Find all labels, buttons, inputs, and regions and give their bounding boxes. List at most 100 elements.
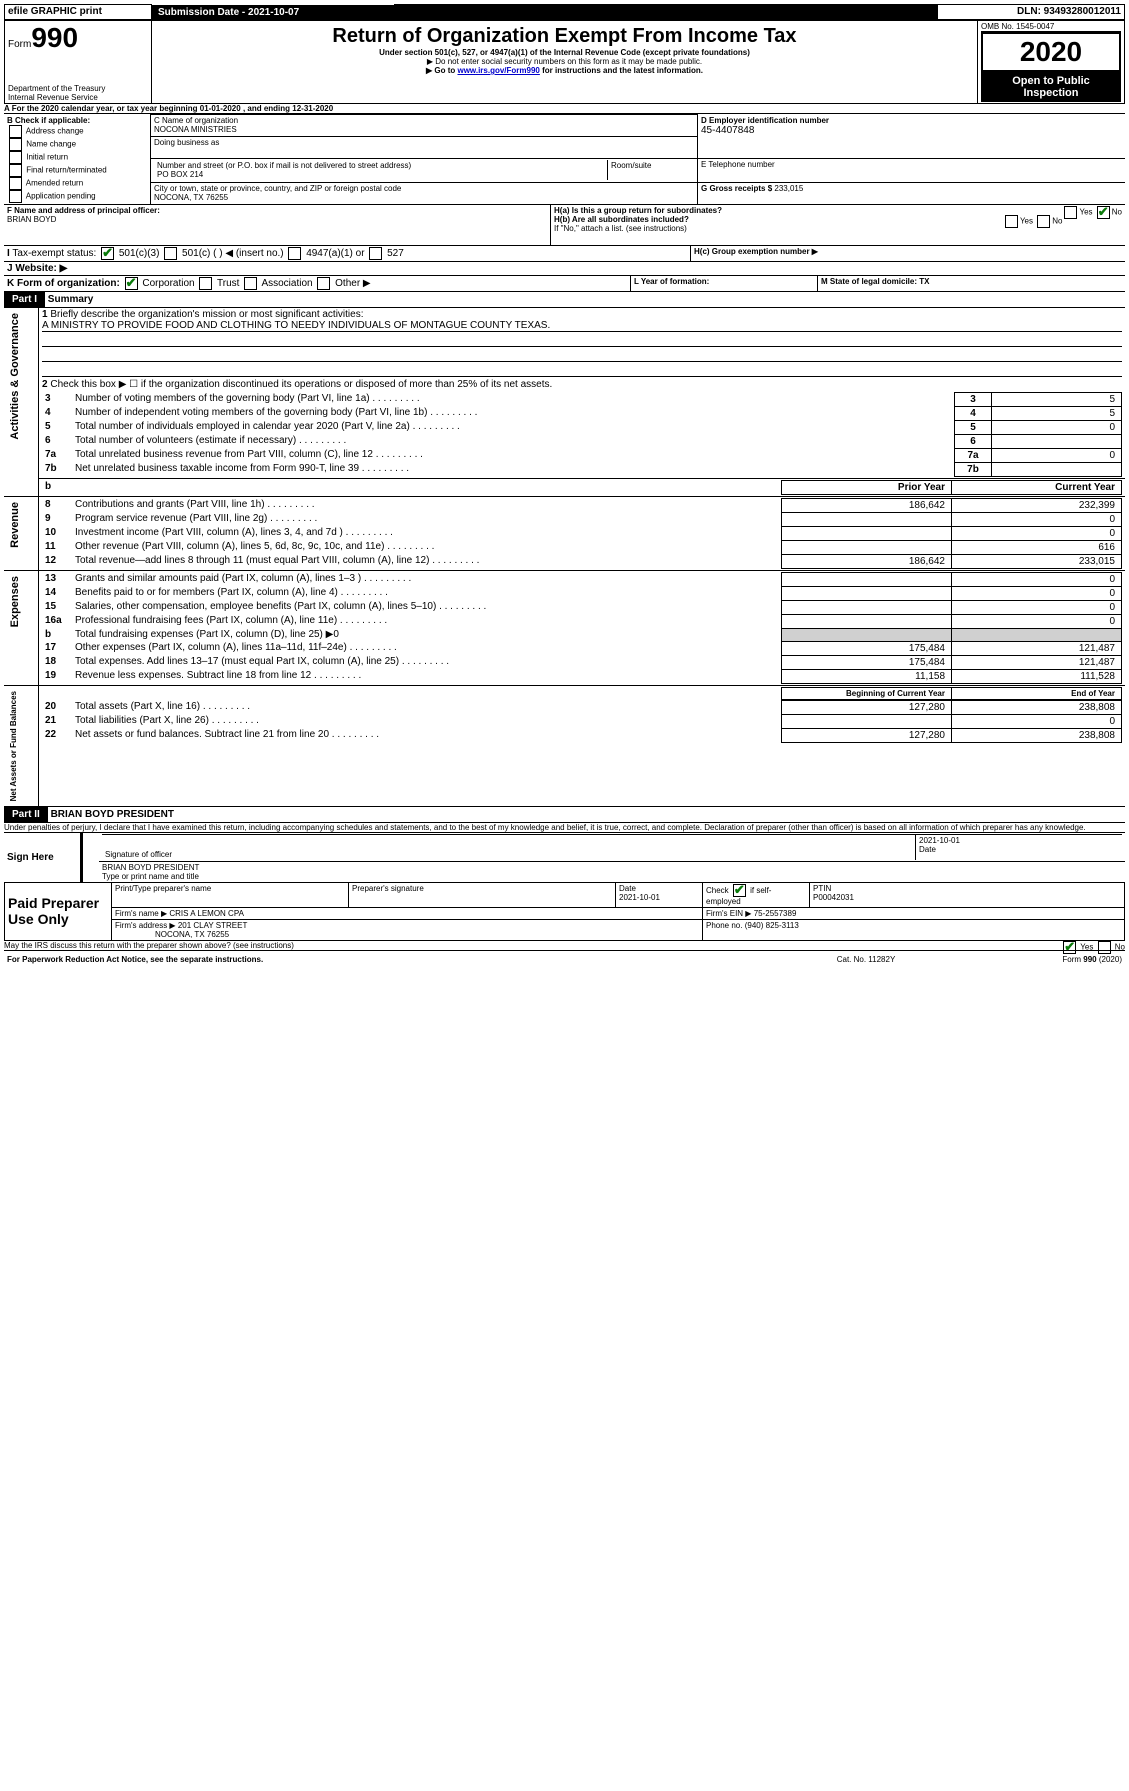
chk-application-pending[interactable]: Application pending [7,190,147,203]
chk-address-change[interactable]: Address change [7,125,147,138]
part1-header: Part I [4,292,45,307]
firm-name-label: Firm's name ▶ [115,909,167,918]
firm-addr-label: Firm's address ▶ [115,921,176,930]
gov-row: 6Total number of volunteers (estimate if… [42,434,1122,448]
irs-link[interactable]: www.irs.gov/Form990 [457,66,539,75]
officer-name: BRIAN BOYD [7,215,547,224]
city-label: City or town, state or province, country… [154,184,694,193]
paid-preparer-label: Paid Preparer Use Only [5,882,112,940]
period-mid: , and ending [243,104,292,113]
gov-row: 5Total number of individuals employed in… [42,420,1122,434]
dba-label: Doing business as [154,138,694,147]
data-row: bTotal fundraising expenses (Part IX, co… [42,628,1122,641]
gross-receipts: 233,015 [774,184,803,193]
data-row: 9Program service revenue (Part VIII, lin… [42,512,1122,526]
street-address: PO BOX 214 [157,170,604,179]
c-name-label: C Name of organization [154,116,694,125]
data-row: 16aProfessional fundraising fees (Part I… [42,614,1122,628]
entity-info: B Check if applicable: Address change Na… [4,114,1125,205]
firm-phone-label: Phone no. [706,921,742,930]
tax-period: A For the 2020 calendar year, or tax yea… [4,104,1125,114]
part2-name: BRIAN BOYD PRESIDENT [51,809,174,820]
hb-yes[interactable] [1005,215,1018,228]
period-begin: 01-01-2020 [200,104,241,113]
header-bar: efile GRAPHIC print Submission Date - 20… [4,4,1125,20]
note2-post: for instructions and the latest informat… [540,66,703,75]
pp-self-employed[interactable]: Check if self-employed [706,886,771,906]
prior-year-hdr: Prior Year [782,480,952,494]
i-j-section: I Tax-exempt status: 501(c)(3) 501(c) ( … [4,246,1125,276]
phone-label: E Telephone number [698,159,1126,183]
gross-receipts-label: G Gross receipts $ [701,184,772,193]
pp-date: 2021-10-01 [619,893,660,902]
data-row: 15Salaries, other compensation, employee… [42,600,1122,614]
firm-ein-label: Firm's EIN ▶ [706,909,751,918]
data-row: 10Investment income (Part VIII, column (… [42,526,1122,540]
ein-label: D Employer identification number [701,116,1122,125]
mission-label: Briefly describe the organization's miss… [50,309,363,320]
firm-addr: 201 CLAY STREET [178,921,248,930]
chk-4947[interactable] [288,247,301,260]
discuss-yes[interactable] [1063,941,1076,954]
f-h-section: F Name and address of principal officer:… [4,205,1125,246]
data-row: 14Benefits paid to or for members (Part … [42,586,1122,600]
website-label: Website: ▶ [15,263,67,274]
k-l-m-section: K Form of organization: Corporation Trus… [4,276,1125,292]
period-end: 12-31-2020 [292,104,333,113]
footer: For Paperwork Reduction Act Notice, see … [4,954,1125,965]
tax-year: 2020 [981,32,1121,72]
hb-no[interactable] [1037,215,1050,228]
signature-section: Sign Here Signature of officer 2021-10-0… [4,832,1125,882]
pp-name-label: Print/Type preparer's name [115,884,211,893]
hb-label: H(b) Are all subordinates included? [554,215,689,224]
dln: DLN: 93493280012011 [938,5,1125,20]
discuss-row: May the IRS discuss this return with the… [4,941,1125,951]
line2-text: Check this box ▶ ☐ if the organization d… [50,379,552,390]
data-row: 18Total expenses. Add lines 13–17 (must … [42,655,1122,669]
form-word: Form [8,39,31,50]
boy-hdr: Beginning of Current Year [782,687,952,699]
chk-name-change[interactable]: Name change [7,138,147,151]
omb: OMB No. 1545-0047 [981,22,1121,32]
data-row: 20Total assets (Part X, line 16) . . . .… [42,700,1122,714]
side-governance: Activities & Governance [7,309,23,444]
officer-printed-name: BRIAN BOYD PRESIDENT [102,863,1122,872]
form-org-label: K Form of organization: [7,278,120,289]
ha-no[interactable] [1097,206,1110,219]
chk-501c3[interactable] [101,247,114,260]
date-label: Date [919,845,936,854]
data-row: 17Other expenses (Part IX, column (A), l… [42,641,1122,655]
side-expenses: Expenses [7,572,23,631]
ha-yes[interactable] [1064,206,1077,219]
chk-initial-return[interactable]: Initial return [7,151,147,164]
cat-no: Cat. No. 11282Y [763,954,969,965]
room-label: Room/suite [608,160,695,180]
ptin-label: PTIN [813,884,831,893]
perjury-declaration: Under penalties of perjury, I declare th… [4,823,1125,832]
chk-final-return[interactable]: Final return/terminated [7,164,147,177]
ptin-value: P00042031 [813,893,854,902]
chk-501c[interactable] [164,247,177,260]
paid-preparer-section: Paid Preparer Use Only Print/Type prepar… [4,882,1125,941]
chk-corp[interactable] [125,277,138,290]
data-row: 19Revenue less expenses. Subtract line 1… [42,669,1122,683]
domicile-label: M State of legal domicile: TX [821,277,929,286]
form-title: Return of Organization Exempt From Incom… [156,25,973,48]
side-revenue: Revenue [7,498,23,552]
period-pre: For the 2020 calendar year, or tax year … [12,104,200,113]
discuss-no[interactable] [1098,941,1111,954]
gov-row: 7bNet unrelated business taxable income … [42,462,1122,476]
chk-trust[interactable] [199,277,212,290]
firm-phone: (940) 825-3113 [745,921,799,930]
mission-text: A MINISTRY TO PROVIDE FOOD AND CLOTHING … [42,320,1122,332]
gov-row: 4Number of independent voting members of… [42,406,1122,420]
chk-other[interactable] [317,277,330,290]
chk-assoc[interactable] [244,277,257,290]
efile-label[interactable]: efile GRAPHIC print [5,5,152,20]
form-number: 990 [31,22,78,53]
chk-527[interactable] [369,247,382,260]
part1-name: Summary [48,294,94,305]
sig-date: 2021-10-01 [919,836,960,845]
ha-label: H(a) Is this a group return for subordin… [554,206,722,215]
chk-amended[interactable]: Amended return [7,177,147,190]
